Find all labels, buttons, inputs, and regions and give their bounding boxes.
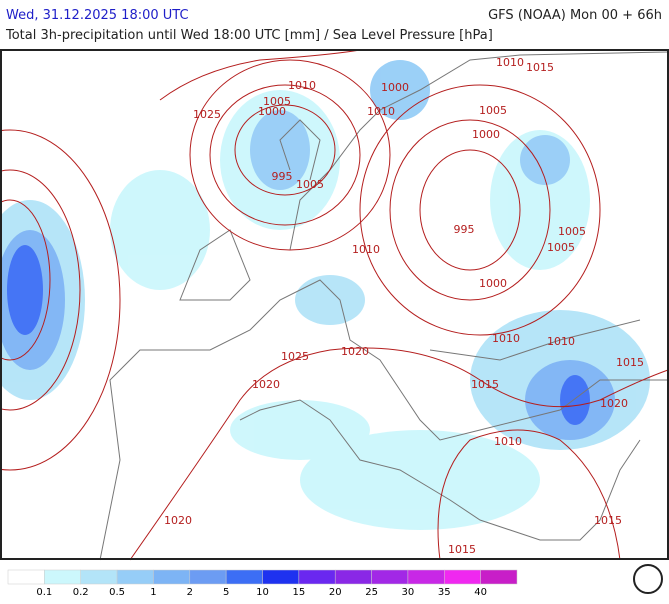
isobar-label: 1000 — [381, 81, 409, 94]
isobar-label: 1015 — [471, 378, 499, 391]
isobar-label: 1005 — [547, 241, 575, 254]
legend-swatch — [262, 569, 300, 585]
legend-label: 25 — [365, 587, 378, 598]
legend-swatch — [407, 569, 445, 585]
legend-swatch — [298, 569, 336, 585]
isobar-label: 1010 — [352, 243, 380, 256]
isobar-label: 1025 — [193, 108, 221, 121]
legend-swatch — [7, 569, 45, 585]
isobar-label: 1010 — [492, 332, 520, 345]
legend-label: 20 — [329, 587, 342, 598]
isobar-label: 1000 — [472, 128, 500, 141]
legend-label: 0.1 — [36, 587, 52, 598]
legend-label: 2 — [187, 587, 193, 598]
legend-swatch — [225, 569, 263, 585]
isobar-label: 1010 — [547, 335, 575, 348]
legend-swatch — [480, 569, 518, 585]
legend-label: 10 — [256, 587, 269, 598]
legend-swatch — [80, 569, 118, 585]
logo — [633, 564, 663, 594]
isobar-label: 1000 — [479, 277, 507, 290]
legend-swatch — [334, 569, 372, 585]
isobar-label: 1020 — [341, 345, 369, 358]
legend-label: 35 — [438, 587, 451, 598]
isobar-label: 1005 — [263, 95, 291, 108]
legend: 0.1 0.2 0.5 1 2 5 10 15 20 25 30 35 40 — [7, 569, 518, 598]
isobar-label: 1015 — [526, 61, 554, 74]
legend-swatch — [116, 569, 154, 585]
header-left: Wed, 31.12.2025 18:00 UTC — [6, 8, 189, 23]
isobar-label: 995 — [272, 170, 293, 183]
legend-label: 0.5 — [109, 587, 125, 598]
legend-label: 40 — [474, 587, 487, 598]
isobar-label: 995 — [454, 223, 475, 236]
subtitle: Total 3h-precipitation until Wed 18:00 U… — [5, 28, 493, 43]
legend-label: 15 — [292, 587, 305, 598]
isobar-label: 1010 — [367, 105, 395, 118]
isobar-label: 1005 — [479, 104, 507, 117]
isobar-label: 1015 — [448, 543, 476, 556]
legend-label: 5 — [223, 587, 229, 598]
isobar-label: 1005 — [296, 178, 324, 191]
legend-swatch — [189, 569, 227, 585]
isobar-label: 1020 — [252, 378, 280, 391]
isobar-label: 1020 — [600, 397, 628, 410]
isobar-label: 1005 — [558, 225, 586, 238]
legend-swatch — [371, 569, 409, 585]
legend-swatch — [444, 569, 481, 585]
legend-label: 1 — [150, 587, 156, 598]
legend-label: 0.2 — [73, 587, 89, 598]
map — [0, 49, 669, 561]
isobar-label: 1010 — [288, 79, 316, 92]
isobar-label: 1015 — [594, 514, 622, 527]
isobar-label: 1025 — [281, 350, 309, 363]
coastlines — [99, 51, 669, 561]
map-frame — [0, 49, 669, 560]
legend-swatch — [153, 569, 191, 585]
legend-swatch — [44, 569, 81, 585]
isobar-label: 1010 — [494, 435, 522, 448]
legend-label: 30 — [402, 587, 415, 598]
isobar-label: 1000 — [258, 105, 286, 118]
header-right: GFS (NOAA) Mon 00 + 66h — [488, 8, 662, 23]
precip — [0, 60, 650, 530]
isobar-label: 1015 — [616, 356, 644, 369]
isobar-label: 1010 — [496, 56, 524, 69]
isobars — [0, 49, 669, 561]
isobar-label: 1020 — [164, 514, 192, 527]
